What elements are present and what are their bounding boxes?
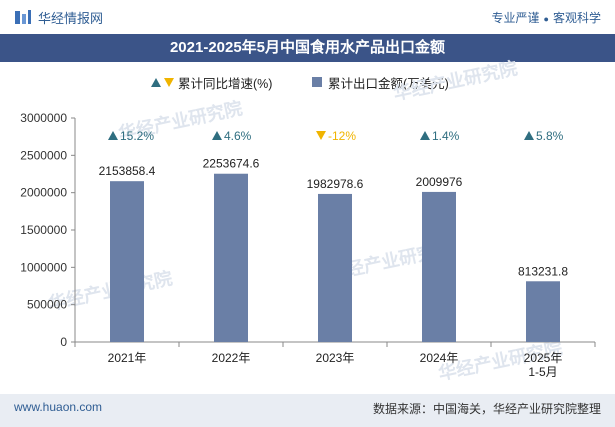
legend-growth-label: 累计同比增速(%): [178, 76, 273, 91]
growth-label: 1.4%: [432, 129, 460, 143]
bars-layer: [110, 173, 560, 342]
growth-up-icon: [108, 131, 118, 140]
bar: [318, 193, 352, 342]
brand-logo-icon: [15, 10, 31, 24]
slogan-left: 专业严谨: [491, 11, 540, 25]
footer-website[interactable]: www.huaon.com: [14, 400, 103, 414]
growth-up-icon: [524, 131, 534, 140]
brand[interactable]: 华经情报网: [14, 8, 103, 26]
growth-up-icon: [212, 131, 222, 140]
y-tick-label: 1000000: [20, 260, 67, 274]
growth-up-icon: [420, 131, 430, 140]
bar-value-label: 813231.8: [518, 264, 568, 278]
dot-separator-icon: ●: [543, 14, 549, 24]
bar-value-label: 2253674.6: [203, 157, 260, 171]
x-tick-label: 2021年: [108, 351, 147, 365]
x-tick-label: 2025年: [524, 351, 563, 365]
y-tick-label: 2500000: [20, 148, 67, 162]
legend-growth-icon: [151, 78, 174, 87]
bar-value-label: 1982978.6: [307, 177, 364, 191]
growth-label: 5.8%: [536, 129, 564, 143]
footer-bar: [0, 394, 615, 427]
watermark-text: 华经产业研究院: [391, 57, 519, 104]
bar: [422, 191, 456, 342]
legend-bar-icon: [312, 77, 322, 87]
legend-item-growth[interactable]: 累计同比增速(%): [150, 72, 272, 92]
brand-name: 华经情报网: [38, 10, 104, 26]
growth-label: 4.6%: [224, 129, 252, 143]
legend-item-amount[interactable]: 累计出口金额(万美元): [312, 72, 449, 92]
growth-down-icon: [316, 131, 326, 140]
y-tick-label: 1500000: [20, 223, 67, 237]
growth-label: -12%: [328, 129, 356, 143]
bar: [214, 173, 248, 342]
y-tick-label: 500000: [27, 298, 67, 312]
legend: 累计同比增速(%) 累计出口金额(万美元): [0, 72, 615, 92]
x-tick-label: 2023年: [316, 351, 355, 365]
top-bar: 华经情报网 专业严谨 ● 客观科学: [0, 0, 615, 34]
legend-amount-label: 累计出口金额(万美元): [328, 76, 449, 91]
axis-layer: 0 500000 1000000 1500000 2000000 2500000 30000…: [20, 111, 596, 349]
footer-source: 数据来源：中国海关，华经产业研究院整理: [372, 402, 601, 416]
bar: [526, 281, 560, 342]
y-tick-label: 0: [60, 335, 67, 349]
x-tick-label: 2022年: [212, 351, 251, 365]
title-bar: [0, 34, 615, 62]
growth-label: 15.2%: [120, 129, 154, 143]
bar: [110, 181, 144, 342]
x-tick-label: 1-5月: [528, 365, 557, 379]
y-tick-label: 2000000: [20, 186, 67, 200]
chart-title: 2021-2025年5月中国食用水产品出口金额: [169, 39, 446, 56]
slogan-right: 客观科学: [552, 11, 601, 25]
slogan: 专业严谨 ● 客观科学: [492, 9, 601, 26]
bar-value-label: 2009976: [416, 175, 463, 189]
y-tick-label: 3000000: [20, 111, 67, 125]
x-tick-label: 2024年: [420, 351, 459, 365]
labels-layer: 2153858.4 15.2% 2021年 2253674.6 4.6% 2022年 198…: [99, 129, 569, 379]
bar-value-label: 2153858.4: [99, 164, 156, 178]
